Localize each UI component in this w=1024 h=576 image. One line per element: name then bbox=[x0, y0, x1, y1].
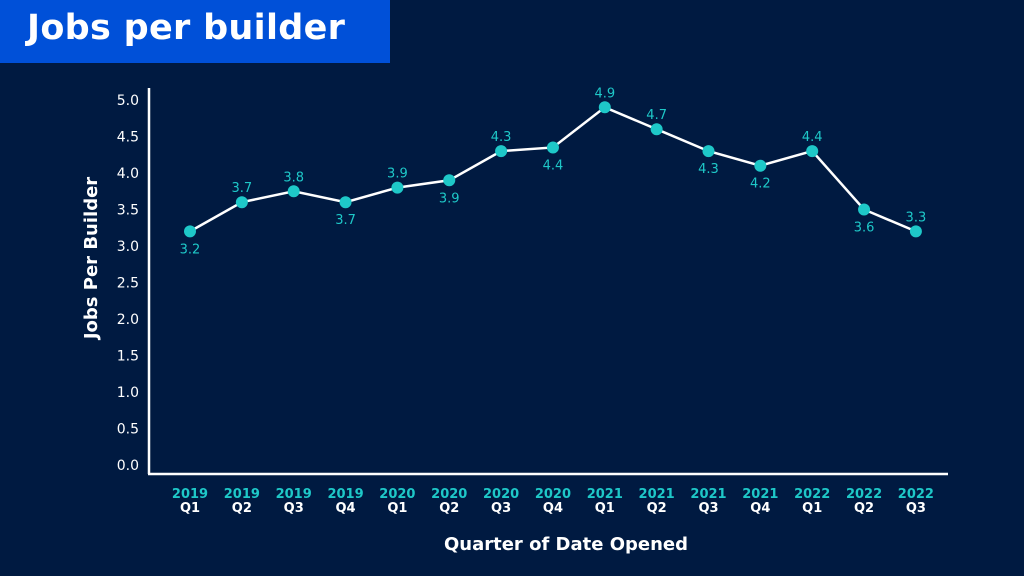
data-label: 4.7 bbox=[646, 108, 667, 123]
data-label: 3.2 bbox=[180, 242, 201, 257]
data-point bbox=[339, 196, 352, 209]
data-point bbox=[495, 145, 508, 158]
data-point bbox=[287, 185, 300, 198]
x-tick-year: 2019 bbox=[224, 487, 260, 502]
y-tick-label: 2.5 bbox=[117, 276, 139, 292]
y-tick-label: 3.5 bbox=[117, 203, 139, 219]
x-tick-year: 2021 bbox=[587, 487, 623, 502]
chart-title: Jobs per builder bbox=[27, 8, 346, 48]
x-tick-quarter: Q2 bbox=[647, 501, 667, 516]
x-tick-year: 2021 bbox=[639, 487, 675, 502]
data-point bbox=[546, 141, 559, 154]
data-point bbox=[391, 181, 404, 194]
data-label: 3.9 bbox=[387, 167, 408, 182]
y-tick-label: 0.0 bbox=[117, 458, 139, 474]
data-label: 3.9 bbox=[439, 191, 460, 206]
x-tick-quarter: Q2 bbox=[439, 501, 459, 516]
data-label: 4.3 bbox=[491, 130, 512, 145]
x-tick-quarter: Q3 bbox=[491, 501, 511, 516]
data-point bbox=[443, 174, 456, 187]
x-tick-year: 2020 bbox=[379, 487, 415, 502]
data-label: 4.4 bbox=[802, 130, 823, 145]
x-tick-year: 2022 bbox=[794, 487, 830, 502]
y-tick-label: 3.0 bbox=[117, 239, 139, 255]
x-tick-quarter: Q4 bbox=[543, 501, 563, 516]
x-tick-quarter: Q2 bbox=[232, 501, 252, 516]
x-tick-year: 2022 bbox=[846, 487, 882, 502]
data-label: 3.3 bbox=[906, 210, 927, 225]
data-point bbox=[702, 145, 715, 158]
data-point bbox=[184, 225, 196, 238]
x-tick-year: 2019 bbox=[327, 487, 363, 502]
y-tick-label: 0.5 bbox=[117, 422, 139, 438]
data-label: 4.9 bbox=[594, 86, 615, 101]
data-point bbox=[858, 203, 871, 216]
y-tick-label: 2.0 bbox=[117, 312, 139, 328]
x-tick-year: 2022 bbox=[898, 487, 934, 502]
data-point bbox=[650, 123, 663, 136]
x-tick-quarter: Q3 bbox=[698, 501, 718, 516]
data-label: 4.3 bbox=[698, 162, 719, 177]
y-tick-label: 4.5 bbox=[117, 130, 139, 146]
x-axis-title: Quarter of Date Opened bbox=[444, 534, 688, 555]
data-point bbox=[235, 196, 248, 209]
data-label: 4.2 bbox=[750, 177, 771, 192]
data-label: 4.4 bbox=[543, 158, 564, 173]
x-tick-year: 2021 bbox=[690, 487, 726, 502]
data-label: 3.8 bbox=[283, 170, 304, 185]
y-tick-label: 5.0 bbox=[117, 93, 139, 109]
title-banner: Jobs per builder bbox=[0, 0, 390, 63]
data-point bbox=[598, 101, 611, 114]
data-point bbox=[754, 159, 767, 172]
x-tick-quarter: Q1 bbox=[595, 501, 615, 516]
y-tick-label: 1.5 bbox=[117, 349, 139, 365]
data-point bbox=[909, 225, 922, 238]
x-tick-year: 2021 bbox=[742, 487, 778, 502]
x-tick-year: 2020 bbox=[483, 487, 519, 502]
x-tick-year: 2019 bbox=[276, 487, 312, 502]
x-tick-quarter: Q1 bbox=[387, 501, 407, 516]
y-axis-title: Jobs Per Builder bbox=[81, 177, 102, 341]
data-label: 3.7 bbox=[335, 213, 356, 228]
x-tick-quarter: Q2 bbox=[854, 501, 874, 516]
x-tick-quarter: Q3 bbox=[284, 501, 304, 516]
y-tick-label: 1.0 bbox=[117, 385, 139, 401]
x-tick-quarter: Q3 bbox=[906, 501, 926, 516]
y-tick-label: 4.0 bbox=[117, 166, 139, 182]
x-tick-quarter: Q4 bbox=[750, 501, 770, 516]
x-tick-quarter: Q1 bbox=[180, 501, 200, 516]
x-tick-year: 2020 bbox=[535, 487, 571, 502]
data-label: 3.6 bbox=[854, 221, 875, 236]
x-tick-quarter: Q4 bbox=[335, 501, 355, 516]
x-tick-year: 2020 bbox=[431, 487, 467, 502]
x-tick-quarter: Q1 bbox=[802, 501, 822, 516]
data-label: 3.7 bbox=[232, 181, 253, 196]
x-tick-year: 2019 bbox=[172, 487, 208, 502]
data-point bbox=[806, 145, 819, 158]
